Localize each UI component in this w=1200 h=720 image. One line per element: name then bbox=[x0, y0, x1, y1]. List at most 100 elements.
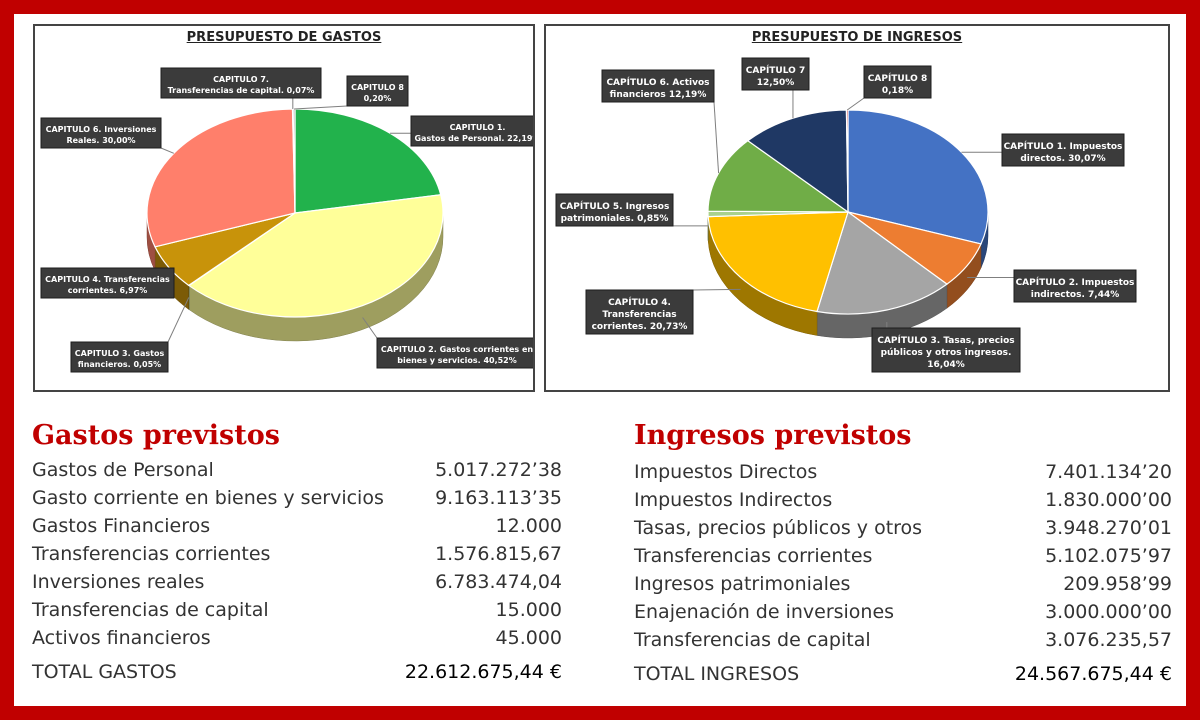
ingresos-total-value: 24.567.675,44 € bbox=[1014, 663, 1172, 685]
ingresos-label-text: CAPÍTULO 5. Ingresos bbox=[560, 200, 670, 212]
gastos-label-text: CAPITULO 6. Inversiones bbox=[46, 125, 157, 134]
gastos-row: Transferencias corrientes 1.576.815,67 bbox=[32, 540, 562, 568]
gastos-row-value: 6.783.474,04 bbox=[435, 571, 562, 593]
gastos-row: Gastos de Personal 5.017.272’38 bbox=[32, 456, 562, 484]
ingresos-row: Transferencias corrientes 5.102.075’97 bbox=[634, 542, 1172, 570]
gastos-label-text: CAPITULO 4. Transferencias bbox=[45, 275, 170, 284]
gastos-row-value: 1.576.815,67 bbox=[435, 543, 562, 565]
gastos-label-box-7 bbox=[346, 75, 409, 107]
ingresos-label-text: Transferencias bbox=[602, 310, 676, 320]
ingresos-row-name: Transferencias de capital bbox=[634, 629, 871, 651]
ingresos-pie-slice-6 bbox=[707, 139, 850, 213]
gastos-label-text: corrientes. 6,97% bbox=[68, 286, 148, 295]
gastos-label-box-6 bbox=[160, 67, 322, 99]
ingresos-label-box-8 bbox=[863, 65, 932, 99]
ingresos-row-value: 1.830.000’00 bbox=[1045, 489, 1172, 511]
ingresos-labels: CAPÍTULO 1. Impuestos directos. 30,07% CAP… bbox=[555, 57, 1137, 373]
ingresos-total-label: TOTAL INGRESOS bbox=[634, 663, 800, 685]
ingresos-row: Impuestos Indirectos 1.830.000’00 bbox=[634, 486, 1172, 514]
ingresos-chart-panel: PRESUPUESTO DE INGRESOS CAPÍTULO 1. Impu… bbox=[544, 24, 1170, 392]
ingresos-pie-chart: CAPÍTULO 1. Impuestos directos. 30,07% CAP… bbox=[555, 57, 1137, 373]
gastos-row-value: 5.017.272’38 bbox=[435, 459, 562, 481]
ingresos-row-value: 3.000.000’00 bbox=[1045, 601, 1172, 623]
ingresos-pie-slice-3 bbox=[816, 211, 948, 315]
ingresos-label-text: CAPÍTULO 3. Tasas, precios bbox=[877, 334, 1014, 346]
gastos-label-text: CAPITULO 2. Gastos corrientes en bbox=[381, 345, 533, 354]
ingresos-row: Enajenación de inversiones 3.000.000’00 bbox=[634, 598, 1172, 626]
ingresos-label-text: 0,18% bbox=[882, 86, 913, 96]
gastos-row-name: Gastos Financieros bbox=[32, 515, 211, 537]
gastos-label-box-2 bbox=[376, 337, 533, 369]
ingresos-row-name: Enajenación de inversiones bbox=[634, 601, 895, 623]
gastos-pie-slice-2 bbox=[187, 194, 444, 318]
gastos-pie-slice-5 bbox=[146, 108, 296, 248]
ingresos-row-value: 3.948.270’01 bbox=[1045, 517, 1172, 539]
gastos-chart-title: PRESUPUESTO DE GASTOS bbox=[186, 30, 382, 45]
ingresos-row-value: 7.401.134’20 bbox=[1045, 461, 1172, 483]
gastos-label-text: CAPITULO 7. bbox=[213, 75, 269, 84]
ingresos-row: Ingresos patrimoniales 209.958’99 bbox=[634, 570, 1172, 598]
gastos-pie-top bbox=[146, 108, 444, 318]
ingresos-row-name: Tasas, precios públicos y otros bbox=[634, 517, 923, 539]
gastos-row: Inversiones reales 6.783.474,04 bbox=[32, 568, 562, 596]
ingresos-label-box-1 bbox=[1001, 133, 1125, 167]
gastos-row-value: 12.000 bbox=[495, 515, 562, 537]
gastos-label-text: 0,20% bbox=[364, 94, 392, 103]
ingresos-label-box-3 bbox=[871, 327, 1021, 373]
gastos-label-text: CAPITULO 3. Gastos bbox=[75, 349, 165, 358]
gastos-row-name: Transferencias de capital bbox=[32, 599, 269, 621]
gastos-labels: CAPITULO 1. Gastos de Personal. 22,19% CAP… bbox=[40, 67, 533, 373]
ingresos-label-box-6 bbox=[601, 69, 715, 103]
gastos-leader-line-7 bbox=[294, 105, 348, 110]
ingresos-section-title: Ingresos previstos bbox=[634, 420, 912, 451]
gastos-row-value: 9.163.113’35 bbox=[435, 487, 562, 509]
gastos-row-name: Inversiones reales bbox=[32, 571, 205, 593]
gastos-leader-line-5 bbox=[160, 147, 174, 154]
gastos-label-text: bienes y servicios. 40,52% bbox=[397, 356, 517, 365]
gastos-row: Gasto corriente en bienes y servicios 9.1… bbox=[32, 484, 562, 512]
gastos-row-name: Activos financieros bbox=[32, 627, 211, 649]
ingresos-label-text: indirectos. 7,44% bbox=[1031, 290, 1120, 300]
ingresos-label-text: CAPÍTULO 7 bbox=[746, 64, 805, 76]
ingresos-label-text: CAPÍTULO 6. Activos bbox=[606, 76, 709, 88]
ingresos-total-row: TOTAL INGRESOS 24.567.675,44 € bbox=[634, 660, 1172, 688]
ingresos-row-name: Impuestos Directos bbox=[634, 461, 818, 483]
ingresos-row-value: 209.958’99 bbox=[1063, 573, 1172, 595]
gastos-chart-panel: PRESUPUESTO DE GASTOS CAPITULO 1. Gastos … bbox=[33, 24, 535, 392]
gastos-label-text: financieros. 0,05% bbox=[78, 360, 161, 369]
gastos-row: Transferencias de capital 15.000 bbox=[32, 596, 562, 624]
ingresos-row: Transferencias de capital 3.076.235,57 bbox=[634, 626, 1172, 654]
gastos-total-label: TOTAL GASTOS bbox=[32, 661, 177, 683]
ingresos-pie-top bbox=[707, 109, 989, 315]
ingresos-label-text: patrimoniales. 0,85% bbox=[561, 214, 669, 224]
ingresos-label-text: 16,04% bbox=[927, 360, 965, 370]
ingresos-leader-line-4 bbox=[692, 288, 741, 291]
ingresos-label-text: CAPÍTULO 8 bbox=[868, 72, 927, 84]
ingresos-label-text: CAPÍTULO 1. Impuestos bbox=[1004, 140, 1123, 152]
gastos-row-name: Gastos de Personal bbox=[32, 459, 214, 481]
ingresos-leader-line-8 bbox=[846, 97, 865, 111]
gastos-row-value: 45.000 bbox=[495, 627, 562, 649]
gastos-leader-line-2 bbox=[362, 317, 378, 339]
ingresos-leader-line-6 bbox=[713, 101, 720, 174]
gastos-pie-chart: CAPITULO 1. Gastos de Personal. 22,19% CAP… bbox=[40, 67, 533, 373]
ingresos-row-name: Transferencias corrientes bbox=[634, 545, 873, 567]
ingresos-row-name: Ingresos patrimoniales bbox=[634, 573, 851, 595]
ingresos-row-name: Impuestos Indirectos bbox=[634, 489, 833, 511]
gastos-label-box-4 bbox=[40, 267, 175, 299]
ingresos-label-box-5 bbox=[555, 193, 674, 227]
gastos-row-value: 15.000 bbox=[495, 599, 562, 621]
ingresos-row-value: 5.102.075’97 bbox=[1045, 545, 1172, 567]
gastos-total-row: TOTAL GASTOS 22.612.675,44 € bbox=[32, 658, 562, 686]
gastos-label-box-5 bbox=[40, 117, 162, 149]
ingresos-label-text: financieros 12,19% bbox=[610, 90, 707, 100]
gastos-table: Gastos de Personal 5.017.272’38 Gasto corr… bbox=[32, 456, 562, 686]
gastos-label-text: CAPITULO 1. bbox=[450, 123, 506, 132]
ingresos-label-text: públicos y otros ingresos. bbox=[881, 348, 1012, 358]
ingresos-label-text: 12,50% bbox=[757, 78, 795, 88]
gastos-row: Gastos Financieros 12.000 bbox=[32, 512, 562, 540]
gastos-label-text: Gastos de Personal. 22,19% bbox=[414, 134, 533, 143]
ingresos-label-text: directos. 30,07% bbox=[1020, 154, 1105, 164]
gastos-section-title: Gastos previstos bbox=[32, 420, 280, 451]
gastos-row-name: Transferencias corrientes bbox=[32, 543, 271, 565]
